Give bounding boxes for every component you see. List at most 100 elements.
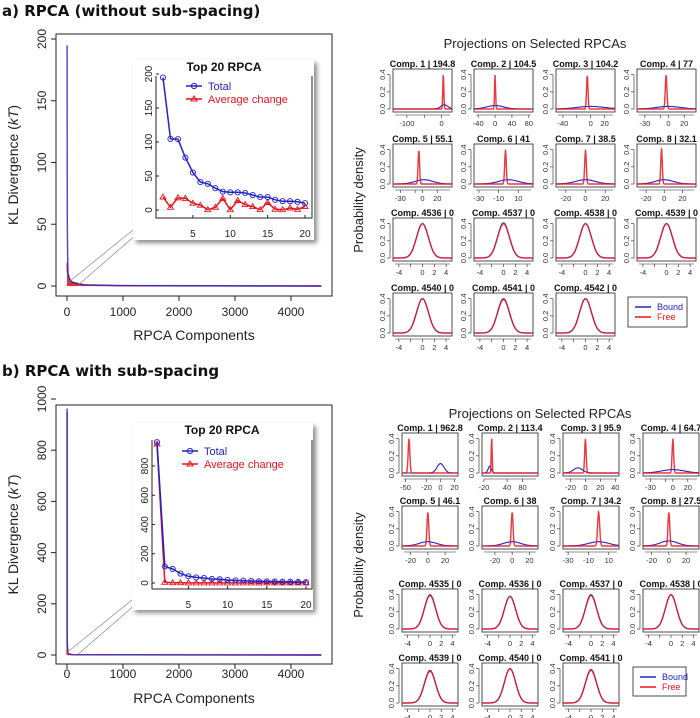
subplot-y-tick-label: 0.2 — [541, 87, 550, 97]
x-tick-label: 0 — [64, 305, 71, 319]
total-point — [279, 198, 286, 205]
total-point — [287, 198, 294, 205]
subplot-y-tick-label: 0.4 — [622, 69, 631, 79]
inset-x-tick-label: 5 — [186, 600, 192, 611]
free-density-curve — [563, 594, 619, 630]
subplot-x-tick-label: 0 — [440, 119, 444, 128]
subplot-y-tick-label: 0.2 — [622, 236, 631, 246]
subplot-x-tick-label: 10 — [514, 194, 522, 203]
subplot-frame — [562, 588, 620, 633]
y-tick-label: 800 — [35, 440, 49, 460]
subplot-title: Comp. 4541 | 0 — [559, 653, 622, 663]
y-axis-label: KL Divergence (kT) — [5, 474, 21, 594]
subplot-title: Comp. 4537 | 0 — [559, 579, 622, 589]
total-point — [169, 565, 176, 573]
subplot-x-tick-label: 20 — [450, 483, 458, 492]
projections-grid: Projections on Selected RPCAs Probability… — [351, 36, 698, 352]
subplot-x-tick-label: 20 — [682, 556, 690, 565]
average-change-point — [168, 578, 177, 586]
subplot-x-tick-label: 2 — [680, 639, 684, 648]
subplot-title: Comp. 7 | 38.5 — [555, 134, 616, 144]
subplot-x-tick-label: 4 — [525, 343, 529, 352]
subplot-x-tick-label: 10 — [605, 556, 613, 565]
y-axis-label-part: ) — [5, 105, 21, 110]
bound-density-curve — [556, 298, 615, 334]
subplot-x-tick-label: -40 — [473, 119, 484, 128]
subplot-y-tick-label: 0.2 — [548, 524, 557, 534]
subplot-title: Comp. 4539 | 0 — [398, 653, 461, 663]
legend-label-total: Total — [204, 446, 227, 458]
projections-grid: Projections on Selected RPCAs Probability… — [351, 406, 700, 718]
total-point — [279, 578, 286, 585]
subplot-title: Comp. 4535 | 0 — [398, 579, 461, 589]
total-point — [249, 191, 256, 199]
average-change-point — [293, 205, 302, 212]
subplot-x-tick-label: 0 — [662, 194, 666, 203]
bound-density-curve — [474, 299, 533, 334]
free-density-curve — [637, 74, 696, 110]
subplot-y-tick-label: 0.2 — [622, 162, 631, 172]
subplot-x-tick-label: 4 — [530, 639, 534, 648]
subplot-y-tick-label: 0.2 — [628, 524, 637, 534]
subplot-x-tick-label: 0 — [426, 556, 430, 565]
subplot-frame — [636, 68, 697, 113]
subplot-y-tick-label: 0.4 — [387, 589, 396, 599]
free-density-curve — [474, 149, 533, 185]
subplot-title: Comp. 3 | 95.9 — [561, 423, 622, 433]
subplot-x-tick-label: 20 — [441, 556, 449, 565]
legend-label-total: Total — [208, 81, 231, 93]
projection-subplot: Comp. 4537 | 0 -4 0 2 4 0.0 0.2 0.4 — [459, 208, 535, 277]
bound-density-curve — [563, 669, 619, 704]
projection-subplot: Comp. 8 | 32.1 -20 0 20 0.0 0.2 0.4 — [622, 134, 697, 203]
total-line — [156, 442, 307, 583]
legend-label-free: Free — [657, 312, 676, 322]
average-change-point — [263, 198, 272, 205]
subplot-y-tick-label: 0.4 — [628, 506, 637, 516]
subplot-frame — [481, 432, 539, 477]
free-density-curve — [643, 512, 699, 547]
subplot-title: Comp. 1 | 194.8 — [390, 59, 456, 69]
projection-subplot: Comp. 4542 | 0 -4 0 2 4 0.0 0.2 0.4 — [541, 283, 617, 352]
bound-density-curve — [563, 594, 619, 630]
subplot-y-tick-label: 0.0 — [378, 179, 387, 189]
subplot-x-tick-label: 0 — [438, 483, 442, 492]
inset-y-tick-label: 50 — [144, 170, 155, 182]
subplot-y-tick-label: 0.4 — [459, 69, 468, 79]
subplot-x-tick-label: 4 — [607, 343, 611, 352]
subplot-x-tick-label: 0 — [583, 343, 587, 352]
subplot-title: Comp. 4536 | 0 — [391, 208, 454, 218]
total-point — [159, 74, 167, 81]
average-change-line — [66, 262, 322, 287]
subplot-y-tick-label: 0.0 — [459, 179, 468, 189]
subplot-frame — [473, 292, 534, 337]
y-tick-label: 600 — [35, 491, 49, 511]
free-density-curve — [474, 74, 533, 110]
subplot-title: Comp. 7 | 34.2 — [561, 496, 622, 506]
total-point — [167, 135, 174, 142]
subplot-frame — [401, 588, 459, 633]
subplot-frame — [636, 143, 697, 188]
subplot-x-tick-label: 0 — [666, 119, 670, 128]
legend-triangle-marker — [186, 460, 194, 467]
y-tick-label: 150 — [35, 90, 49, 110]
bound-density-curve — [393, 298, 452, 334]
y-axis-label-part: KL Divergence ( — [5, 125, 21, 225]
subplot-x-tick-label: 0 — [420, 194, 424, 203]
subplot-y-tick-label: 0.0 — [548, 468, 557, 478]
total-point — [294, 198, 301, 205]
total-point — [201, 574, 208, 582]
inset-y-tick-label: 200 — [140, 545, 151, 562]
inset-y-tick-label: 0 — [140, 580, 151, 586]
subplot-frame — [392, 217, 453, 262]
subplot-x-tick-label: 2 — [600, 713, 604, 718]
total-point — [264, 194, 271, 201]
inset-axes — [151, 440, 313, 590]
subplot-y-tick-label: 0.4 — [622, 144, 631, 154]
projection-subplot: Comp. 4541 | 0 -4 0 2 4 0.0 0.2 0.4 — [459, 283, 535, 352]
subplot-y-tick-label: 0.4 — [467, 433, 476, 443]
subplot-y-tick-label: 0.4 — [467, 506, 476, 516]
subplot-x-tick-label: 4 — [691, 639, 695, 648]
subplot-title: Comp. 2 | 104.5 — [471, 59, 537, 69]
average-change-point — [181, 194, 190, 201]
total-point — [232, 577, 239, 584]
